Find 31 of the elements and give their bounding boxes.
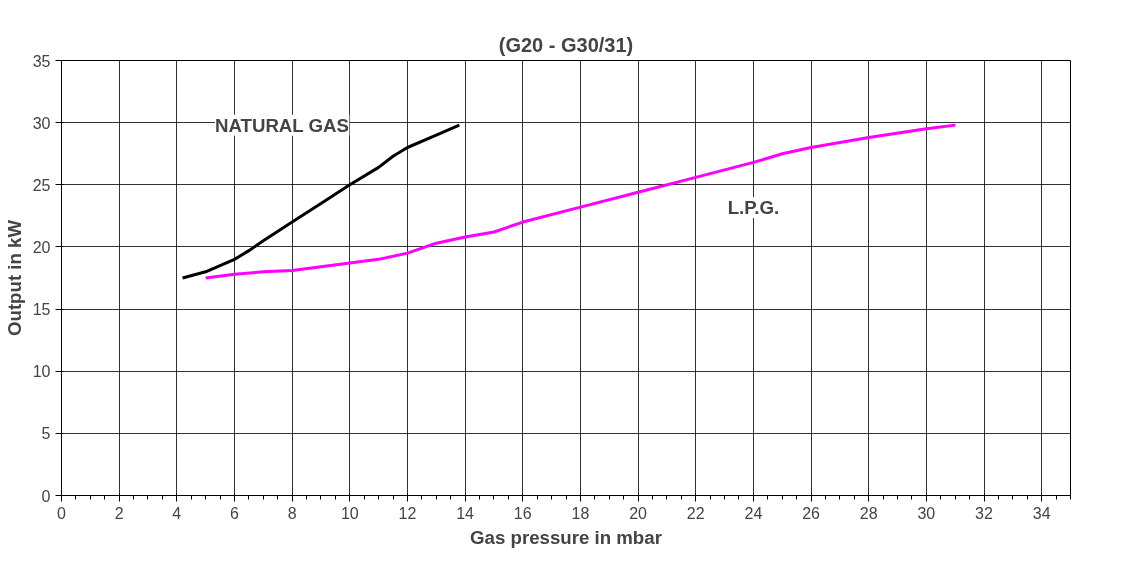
x-tick-label: 18	[571, 504, 590, 522]
text: NATURAL GAS	[214, 114, 349, 136]
x-tick-label: 20	[629, 504, 648, 522]
x-tick-label: 0	[57, 504, 67, 522]
x-tick-label: 30	[917, 504, 936, 522]
x-tick-label: 4	[172, 504, 182, 522]
x-tick-label: 14	[456, 504, 475, 522]
x-tick-label: 26	[802, 504, 821, 522]
x-tick-label: 10	[340, 504, 359, 522]
y-tick-label: 0	[41, 487, 51, 505]
x-tick-label: 34	[1032, 504, 1051, 522]
x-tick-label: 2	[114, 504, 124, 522]
x-tick-label: 16	[513, 504, 532, 522]
x-tick-label: 32	[975, 504, 994, 522]
y-tick-label: 5	[41, 425, 51, 443]
x-tick-label: 6	[230, 504, 240, 522]
y-tick-label: 15	[32, 301, 51, 319]
x-tick-label: 12	[398, 504, 417, 522]
x-axis-title: Gas pressure in mbar	[470, 526, 662, 548]
y-tick-label: 10	[32, 363, 51, 381]
series-label: L.P.G.	[727, 196, 780, 218]
x-tick-label: 8	[287, 504, 297, 522]
y-tick-label: 25	[32, 176, 51, 194]
y-axis-title: Output in kW	[3, 219, 25, 337]
y-tick-label: 30	[32, 114, 51, 132]
y-tick-label: 20	[32, 238, 51, 256]
x-tick-label: 22	[686, 504, 705, 522]
x-tick-label: 28	[859, 504, 878, 522]
x-tick-label: 24	[744, 504, 763, 522]
chart-title: (G20 - G30/31)	[498, 33, 634, 56]
y-tick-label: 35	[32, 52, 51, 70]
